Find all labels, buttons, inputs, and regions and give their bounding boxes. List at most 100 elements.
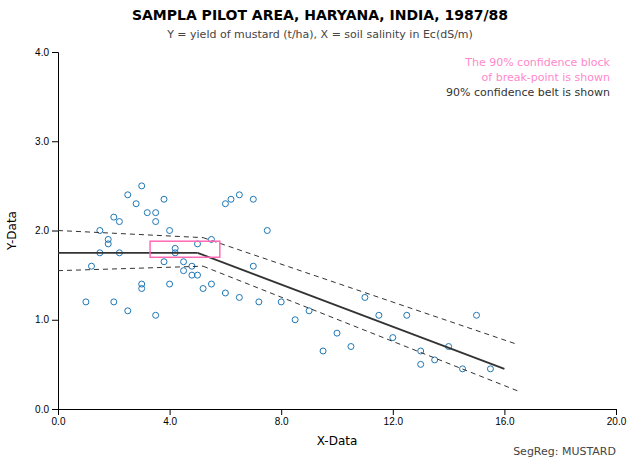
point bbox=[250, 196, 256, 202]
tick-label: 4.0 bbox=[35, 47, 49, 58]
point bbox=[133, 201, 139, 207]
point bbox=[181, 268, 187, 274]
tick: 8.0 bbox=[275, 409, 289, 427]
point bbox=[181, 259, 187, 265]
tick-mark bbox=[52, 52, 58, 53]
point bbox=[376, 312, 382, 318]
x-axis-title: X-Data bbox=[317, 434, 358, 448]
y-axis-title: Y-Data bbox=[5, 211, 19, 251]
regression-line bbox=[198, 253, 505, 369]
chart: 0.0 4.0 8.0 12.0 16.0 20.0 0.0 1.0 2.0 3.0 4.0 SAMP… bbox=[0, 0, 640, 461]
point bbox=[236, 294, 242, 300]
scatter-series bbox=[83, 183, 494, 372]
tick: 4.0 bbox=[163, 409, 177, 427]
point bbox=[105, 236, 111, 242]
point bbox=[144, 210, 150, 216]
tick: 2.0 bbox=[35, 225, 58, 236]
tick-mark bbox=[52, 141, 58, 142]
point bbox=[432, 357, 438, 363]
point bbox=[348, 344, 354, 350]
tick-mark bbox=[170, 409, 171, 415]
point bbox=[189, 272, 195, 278]
tick: 4.0 bbox=[35, 47, 58, 58]
point bbox=[390, 335, 396, 341]
tick-label: 12.0 bbox=[384, 416, 404, 427]
tick: 16.0 bbox=[495, 409, 515, 427]
point bbox=[125, 308, 131, 314]
point bbox=[236, 192, 242, 198]
point bbox=[111, 214, 117, 220]
plot-area: 0.0 4.0 8.0 12.0 16.0 20.0 0.0 1.0 2.0 3.0 4.0 bbox=[35, 47, 627, 427]
tick-mark bbox=[616, 409, 617, 415]
tick-mark bbox=[393, 409, 394, 415]
point bbox=[161, 196, 167, 202]
point bbox=[278, 299, 284, 305]
point bbox=[139, 281, 145, 287]
point bbox=[306, 308, 312, 314]
point bbox=[418, 361, 424, 367]
regression-line bbox=[58, 252, 198, 254]
point bbox=[222, 290, 228, 296]
tick: 1.0 bbox=[35, 314, 58, 325]
point bbox=[139, 183, 145, 189]
point bbox=[153, 219, 159, 225]
tick: 0.0 bbox=[52, 409, 66, 427]
point bbox=[250, 263, 256, 269]
confidence-line bbox=[203, 238, 518, 345]
point bbox=[172, 245, 178, 251]
axis-line bbox=[52, 53, 59, 410]
point bbox=[292, 317, 298, 323]
point bbox=[83, 299, 89, 305]
confidence-block bbox=[150, 241, 220, 257]
point bbox=[474, 312, 480, 318]
point bbox=[111, 299, 117, 305]
y-axis: 0.0 1.0 2.0 3.0 4.0 bbox=[35, 47, 58, 415]
point bbox=[264, 228, 270, 234]
tick-label: 4.0 bbox=[163, 416, 177, 427]
confidence-line bbox=[58, 231, 203, 238]
confidence-line bbox=[203, 266, 518, 391]
point bbox=[125, 192, 131, 198]
tick-label: 3.0 bbox=[35, 136, 49, 147]
point bbox=[200, 286, 206, 292]
point bbox=[88, 263, 94, 269]
point bbox=[167, 281, 173, 287]
point bbox=[334, 330, 340, 336]
point bbox=[362, 294, 368, 300]
tick-mark bbox=[281, 409, 282, 415]
tick-label: 8.0 bbox=[275, 416, 289, 427]
point bbox=[153, 312, 159, 318]
point bbox=[161, 259, 167, 265]
subtitle: Y = yield of mustard (t/ha), X = soil sa… bbox=[166, 28, 473, 41]
point bbox=[153, 210, 159, 216]
confidence-line bbox=[58, 266, 203, 270]
tick-label: 1.0 bbox=[35, 314, 49, 325]
point bbox=[208, 281, 214, 287]
point bbox=[256, 299, 262, 305]
tick: 20.0 bbox=[607, 409, 627, 427]
point bbox=[228, 196, 234, 202]
tick-label: 20.0 bbox=[607, 416, 627, 427]
annotation: The 90% confidence block bbox=[464, 56, 610, 69]
point bbox=[487, 366, 493, 372]
tick: 3.0 bbox=[35, 136, 58, 147]
point bbox=[404, 312, 410, 318]
point bbox=[167, 228, 173, 234]
tick-label: 2.0 bbox=[35, 225, 49, 236]
title: SAMPLA PILOT AREA, HARYANA, INDIA, 1987/… bbox=[132, 7, 508, 23]
tick-label: 0.0 bbox=[52, 416, 66, 427]
note: SegReg: MUSTARD bbox=[513, 445, 616, 458]
tick-mark bbox=[504, 409, 505, 415]
axis-line bbox=[59, 410, 617, 416]
tick-mark bbox=[52, 409, 58, 410]
annotation: 90% confidence belt is shown bbox=[446, 86, 610, 99]
point bbox=[116, 219, 122, 225]
tick-label: 0.0 bbox=[35, 404, 49, 415]
annotation: of break-point is shown bbox=[482, 71, 610, 84]
tick: 0.0 bbox=[35, 404, 58, 415]
point bbox=[320, 348, 326, 354]
tick-mark bbox=[52, 320, 58, 321]
tick: 12.0 bbox=[384, 409, 404, 427]
tick-label: 16.0 bbox=[495, 416, 515, 427]
point bbox=[222, 201, 228, 207]
